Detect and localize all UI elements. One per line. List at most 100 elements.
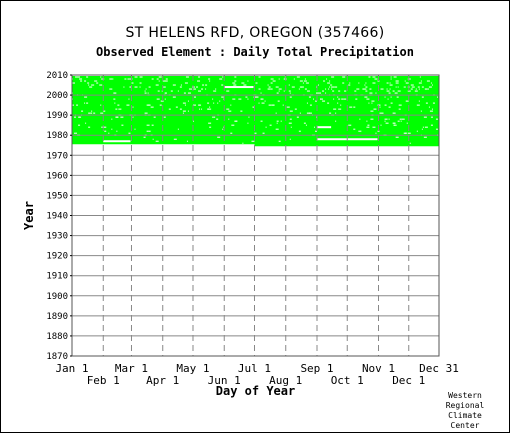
missing-speck xyxy=(390,76,392,78)
missing-speck xyxy=(86,102,89,104)
chart-title: ST HELENS RFD, OREGON (357466) xyxy=(125,25,385,41)
missing-speck xyxy=(276,120,279,122)
x-tick-label: Jan 1 xyxy=(55,362,88,375)
missing-speck xyxy=(338,98,341,100)
missing-speck xyxy=(115,108,118,110)
missing-speck xyxy=(400,120,402,122)
missing-speck xyxy=(197,80,201,82)
y-tick-label: 1890 xyxy=(46,312,68,322)
missing-speck xyxy=(234,80,237,82)
missing-speck xyxy=(182,112,184,114)
missing-speck xyxy=(183,92,186,94)
missing-speck xyxy=(320,98,322,100)
missing-speck xyxy=(113,98,116,100)
missing-speck xyxy=(187,92,191,94)
missing-speck xyxy=(364,84,366,86)
missing-speck xyxy=(396,96,399,98)
missing-speck xyxy=(405,82,409,84)
missing-speck xyxy=(305,124,307,126)
missing-speck xyxy=(78,116,81,118)
missing-speck xyxy=(308,112,312,114)
missing-speck xyxy=(233,84,237,86)
missing-speck xyxy=(186,140,188,142)
missing-speck xyxy=(406,122,408,124)
missing-speck xyxy=(148,86,151,88)
missing-speck xyxy=(288,90,291,92)
missing-speck xyxy=(282,104,284,106)
missing-speck xyxy=(264,100,266,102)
missing-speck xyxy=(424,88,428,90)
missing-speck xyxy=(219,78,223,80)
missing-speck xyxy=(368,76,371,78)
missing-speck xyxy=(232,82,236,84)
missing-speck xyxy=(164,92,167,94)
missing-speck xyxy=(127,78,130,80)
missing-speck xyxy=(182,110,186,112)
missing-speck xyxy=(90,112,93,114)
missing-speck xyxy=(221,84,224,86)
missing-speck xyxy=(325,92,327,94)
missing-speck xyxy=(230,104,232,106)
missing-speck xyxy=(223,126,225,128)
missing-speck xyxy=(372,76,376,78)
missing-speck xyxy=(414,90,418,92)
x-tick-label: Oct 1 xyxy=(331,374,364,387)
missing-speck xyxy=(100,76,102,78)
missing-speck xyxy=(369,92,373,94)
missing-speck xyxy=(270,82,273,84)
missing-speck xyxy=(79,116,82,118)
missing-speck xyxy=(422,126,424,128)
missing-speck xyxy=(431,108,433,110)
missing-speck xyxy=(410,88,413,90)
missing-speck xyxy=(388,106,391,108)
missing-speck xyxy=(384,120,386,122)
missing-speck xyxy=(392,122,395,124)
missing-speck xyxy=(386,82,389,84)
missing-speck xyxy=(327,102,330,104)
missing-speck xyxy=(192,120,194,122)
missing-speck xyxy=(103,110,106,112)
missing-speck xyxy=(405,100,409,102)
missing-speck xyxy=(420,80,422,82)
missing-speck xyxy=(147,104,151,106)
missing-speck xyxy=(398,108,401,110)
missing-speck xyxy=(314,130,317,132)
missing-speck xyxy=(112,78,114,80)
missing-speck xyxy=(397,120,400,122)
missing-speck xyxy=(374,78,378,80)
missing-speck xyxy=(313,126,315,128)
missing-speck xyxy=(384,118,388,120)
missing-speck xyxy=(215,88,217,90)
missing-speck xyxy=(418,100,420,102)
missing-speck xyxy=(247,122,249,124)
missing-speck xyxy=(342,76,346,78)
missing-speck xyxy=(299,80,303,82)
missing-speck xyxy=(380,124,382,126)
missing-speck xyxy=(398,104,402,106)
missing-speck xyxy=(134,128,136,130)
missing-speck xyxy=(334,86,338,88)
missing-speck xyxy=(275,128,279,130)
missing-speck xyxy=(146,124,150,126)
missing-speck xyxy=(409,142,411,144)
missing-speck xyxy=(198,76,201,78)
missing-speck xyxy=(234,76,237,78)
missing-speck xyxy=(386,88,388,90)
missing-speck xyxy=(155,84,159,86)
wrcc-credit: Western Regional Climate Center xyxy=(435,391,495,431)
missing-speck xyxy=(129,86,132,88)
missing-speck xyxy=(427,88,429,90)
missing-speck xyxy=(84,80,87,82)
missing-speck xyxy=(151,124,154,126)
missing-speck xyxy=(184,82,188,84)
x-tick-label: Nov 1 xyxy=(362,362,395,375)
missing-speck xyxy=(205,84,208,86)
missing-speck xyxy=(395,82,399,84)
x-axis-label: Day of Year xyxy=(216,384,295,398)
missing-speck xyxy=(94,80,98,82)
missing-speck xyxy=(385,122,389,124)
missing-speck xyxy=(272,80,276,82)
missing-speck xyxy=(393,124,395,126)
missing-speck xyxy=(410,84,414,86)
y-tick-label: 1940 xyxy=(46,212,68,222)
